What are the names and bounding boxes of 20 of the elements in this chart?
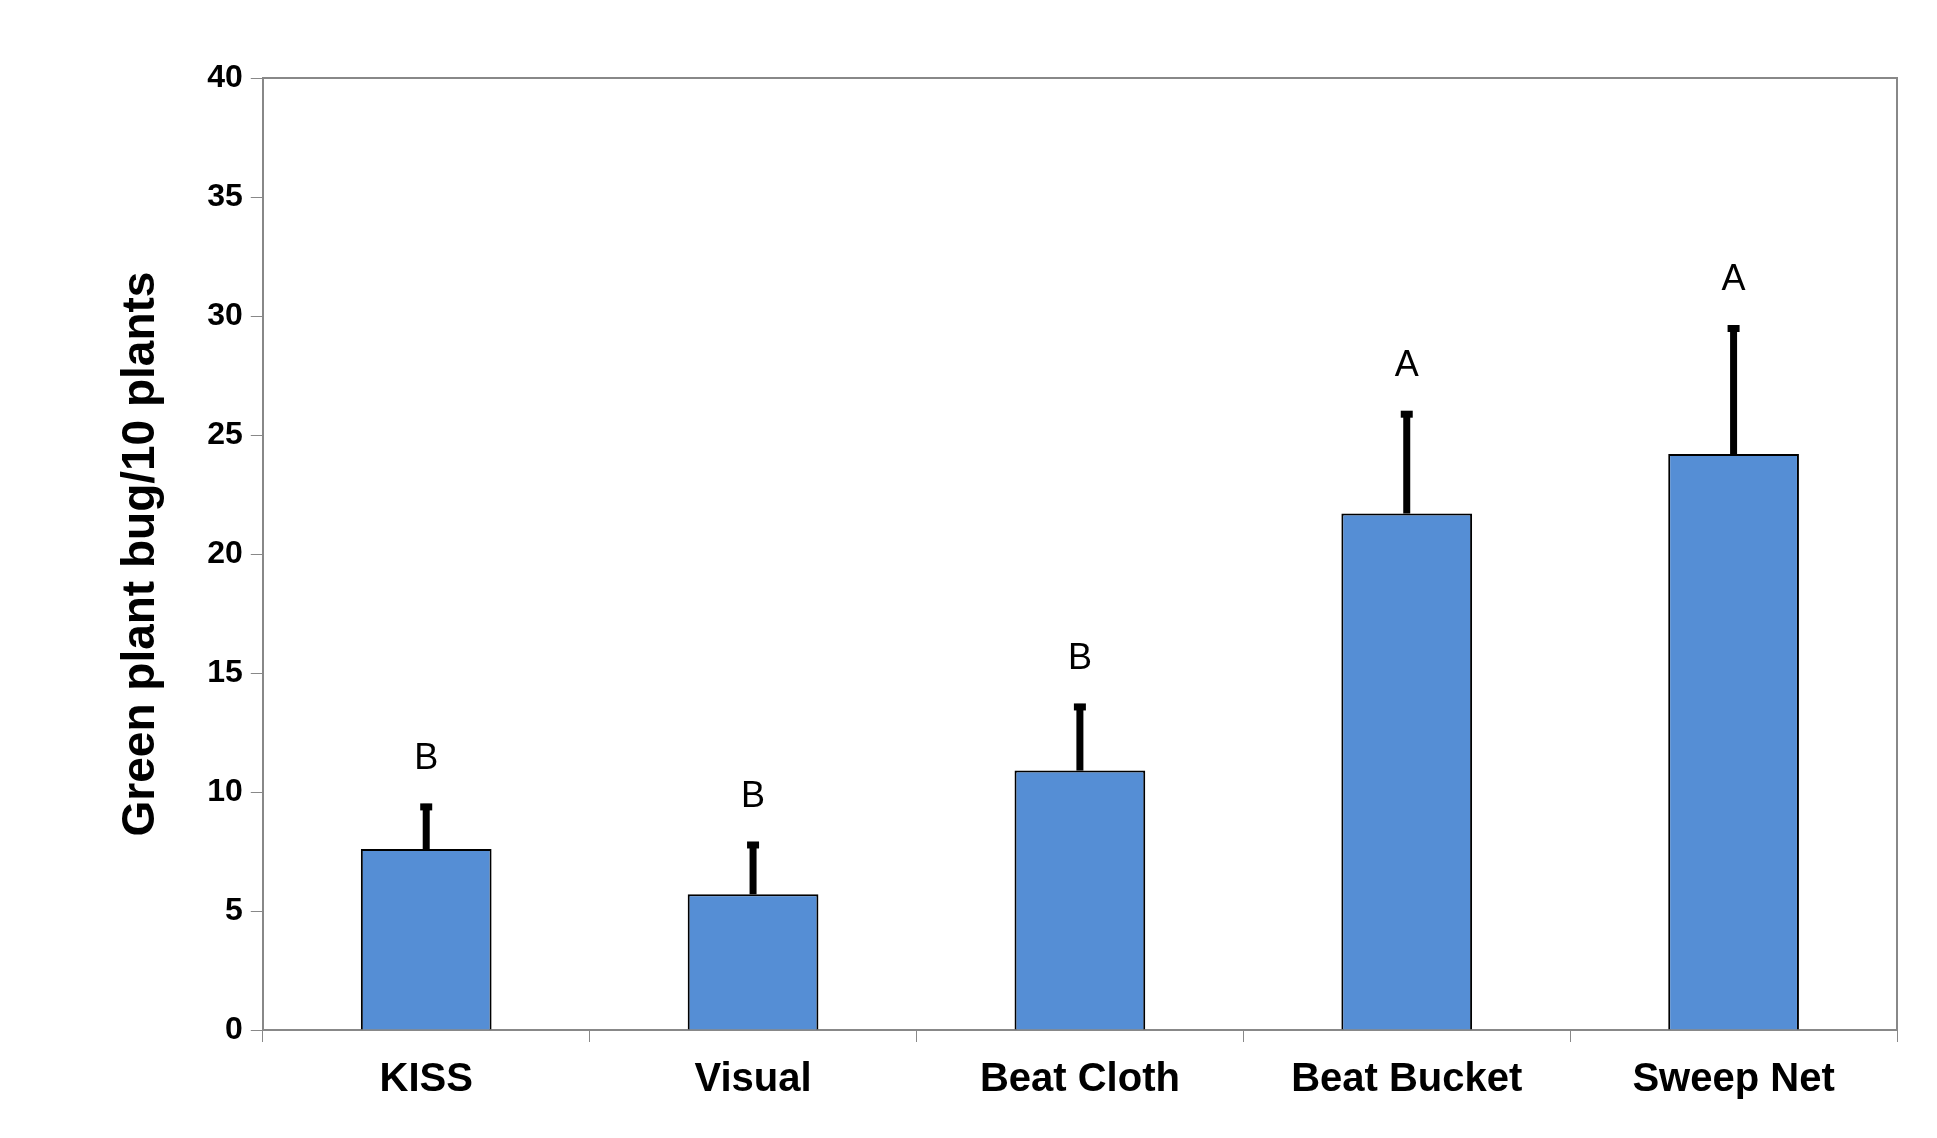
x-tick-label: Beat Cloth bbox=[979, 1055, 1180, 1100]
y-tick-label: 25 bbox=[207, 414, 243, 451]
annotation: A bbox=[1721, 257, 1746, 299]
annotation: B bbox=[1067, 635, 1092, 677]
y-tick-label: 30 bbox=[207, 295, 243, 332]
annotation: B bbox=[741, 773, 766, 815]
y-tick-label: 0 bbox=[225, 1009, 243, 1046]
y-tick-label: 5 bbox=[225, 890, 243, 927]
x-tick-label: Sweep Net bbox=[1632, 1055, 1835, 1100]
y-tick-label: 35 bbox=[207, 176, 243, 213]
y-tick-label: 15 bbox=[207, 652, 243, 689]
x-tick-label: Beat Bucket bbox=[1291, 1055, 1523, 1100]
y-axis-title: Green plant bug/10 plants bbox=[112, 271, 165, 837]
x-tick-label: Visual bbox=[694, 1055, 812, 1100]
y-tick-label: 40 bbox=[207, 57, 243, 94]
x-tick-label: KISS bbox=[379, 1055, 473, 1100]
y-tick-label: 10 bbox=[207, 771, 243, 808]
y-tick-label: 20 bbox=[207, 533, 243, 570]
annotation: A bbox=[1394, 343, 1419, 385]
annotation: B bbox=[414, 735, 439, 777]
